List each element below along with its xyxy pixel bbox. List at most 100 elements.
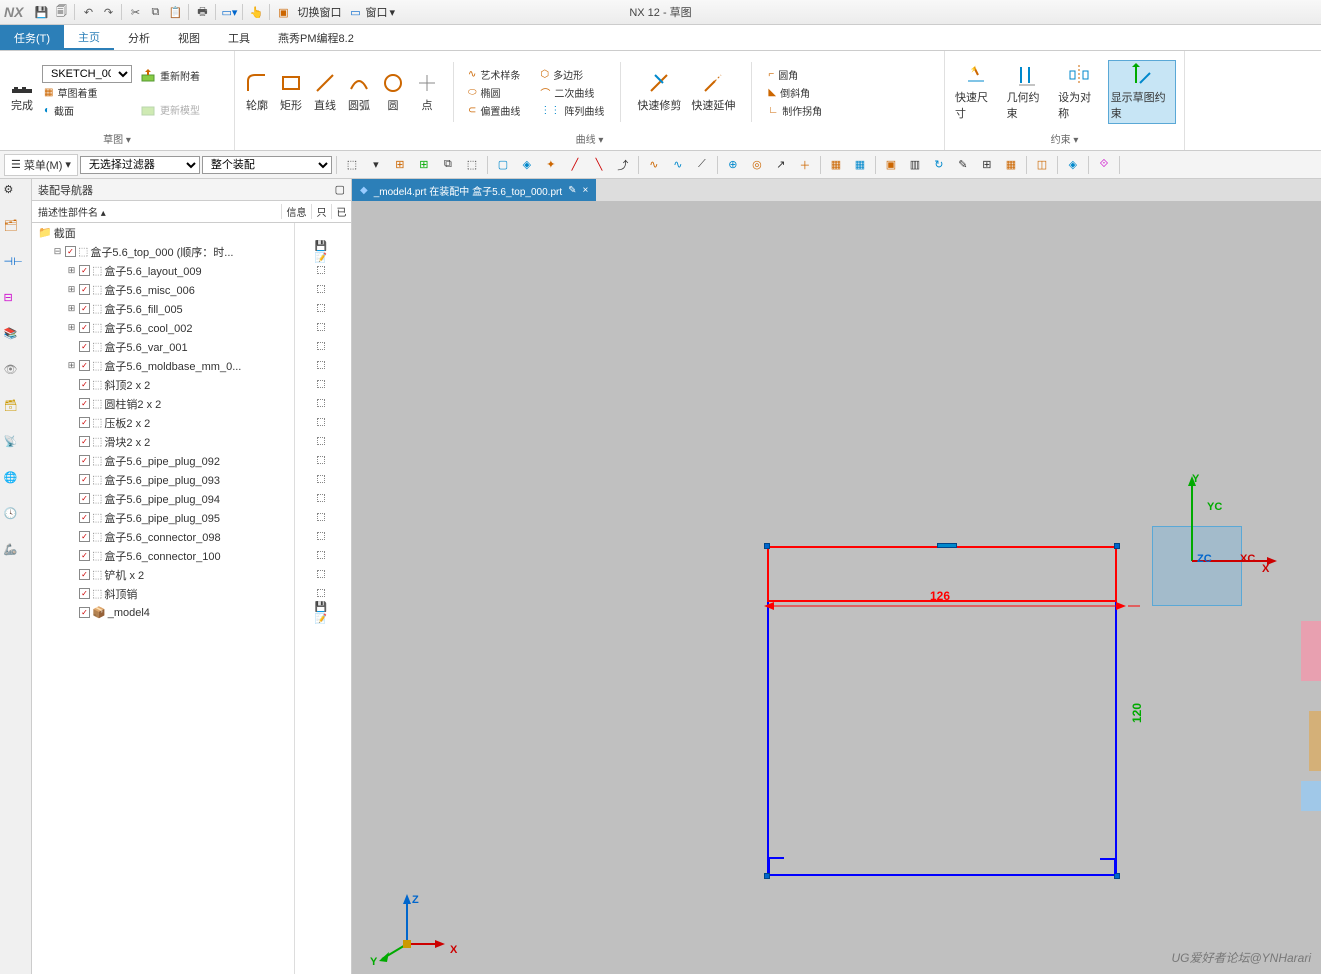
save-icon[interactable]: 💾 bbox=[32, 3, 50, 21]
tb-3[interactable]: ⊞ bbox=[389, 154, 411, 176]
circle-button[interactable]: 圆 bbox=[379, 69, 407, 115]
cut-icon[interactable]: ✂ bbox=[126, 3, 144, 21]
quick-extend-button[interactable]: 快速延伸 bbox=[689, 69, 737, 115]
selection-filter-dropdown[interactable]: 无选择过滤器 bbox=[80, 156, 200, 174]
doc-tab-1[interactable]: ◆ _model4.prt 在装配中 盒子5.6_top_000.prt ✎ × bbox=[352, 179, 596, 201]
tb-24[interactable]: ↻ bbox=[928, 154, 950, 176]
history-icon[interactable]: 🕓 bbox=[4, 507, 28, 531]
tb-16[interactable]: ⊕ bbox=[722, 154, 744, 176]
tree-item[interactable]: ⊞✓ ⬚ 盒子5.6_moldbase_mm_0... bbox=[32, 356, 351, 375]
tree-item[interactable]: ✓ ⬚ 盒子5.6_connector_100 bbox=[32, 546, 351, 565]
window-icon[interactable]: ▭ bbox=[346, 3, 364, 21]
dim-value-1[interactable]: 126 bbox=[930, 589, 950, 603]
menu-button[interactable]: ☰ 菜单(M) ▾ bbox=[4, 154, 78, 176]
tb-12[interactable]: ⤴ bbox=[612, 154, 634, 176]
tree-item[interactable]: ✓ ⬚ 盒子5.6_pipe_plug_093 bbox=[32, 470, 351, 489]
tree-item[interactable]: ✓ 📦 _model4💾 📝 bbox=[32, 603, 351, 622]
tb-11[interactable]: ╲ bbox=[588, 154, 610, 176]
nav-constraint-icon[interactable]: ⊣⊢ bbox=[4, 255, 28, 279]
print-icon[interactable]: 🖶 bbox=[193, 3, 211, 21]
tb-17[interactable]: ◎ bbox=[746, 154, 768, 176]
tree-item[interactable]: ✓ ⬚ 斜顶2 x 2 bbox=[32, 375, 351, 394]
fillet-button[interactable]: ⌐圆角 bbox=[766, 66, 824, 83]
rapid-dim-button[interactable]: ⚡快速尺寸 bbox=[953, 61, 999, 123]
tb-23[interactable]: ▥ bbox=[904, 154, 926, 176]
tb-18[interactable]: ↗ bbox=[770, 154, 792, 176]
tb-14[interactable]: ∿ bbox=[667, 154, 689, 176]
broadcast-icon[interactable]: 📡 bbox=[4, 435, 28, 459]
tb-2[interactable]: ▾ bbox=[365, 154, 387, 176]
eye-icon[interactable]: 👁 bbox=[4, 363, 28, 387]
tb-28[interactable]: ◫ bbox=[1031, 154, 1053, 176]
tree-item[interactable]: ✓ ⬚ 铲机 x 2 bbox=[32, 565, 351, 584]
tree-item[interactable]: ⊞✓ ⬚ 盒子5.6_cool_002 bbox=[32, 318, 351, 337]
tab-home[interactable]: 主页 bbox=[64, 25, 114, 50]
tb-1[interactable]: ⬚ bbox=[341, 154, 363, 176]
tb-9[interactable]: ✦ bbox=[540, 154, 562, 176]
tb-10[interactable]: ╱ bbox=[564, 154, 586, 176]
chamfer-button[interactable]: ◣倒斜角 bbox=[766, 84, 824, 101]
scope-dropdown[interactable]: 整个装配 bbox=[202, 156, 332, 174]
tree-root[interactable]: 📁 截面 bbox=[32, 223, 351, 242]
sketch-layer-button[interactable]: ▦草图着重 bbox=[42, 84, 132, 101]
finish-sketch-button[interactable]: 完成 bbox=[8, 69, 36, 115]
tree-item[interactable]: ✓ ⬚ 盒子5.6_connector_098 bbox=[32, 527, 351, 546]
tree-item[interactable]: ✓ ⬚ 盒子5.6_pipe_plug_095 bbox=[32, 508, 351, 527]
tree-item[interactable]: ✓ ⬚ 斜顶销 bbox=[32, 584, 351, 603]
nav-pin-icon[interactable]: ▢ bbox=[335, 183, 345, 196]
tree-item[interactable]: ✓ ⬚ 压板2 x 2 bbox=[32, 413, 351, 432]
layer-icon[interactable]: ▭▾ bbox=[220, 3, 238, 21]
tb-26[interactable]: ⊞ bbox=[976, 154, 998, 176]
tb-27[interactable]: ▦ bbox=[1000, 154, 1022, 176]
tb-7[interactable]: ▢ bbox=[492, 154, 514, 176]
tb-22[interactable]: ▣ bbox=[880, 154, 902, 176]
tb-5[interactable]: ⧉ bbox=[437, 154, 459, 176]
tab-close-icon[interactable]: × bbox=[583, 185, 589, 196]
section-button[interactable]: ◐截面 bbox=[42, 102, 132, 119]
show-constraints-button[interactable]: 显示草图约束 bbox=[1108, 60, 1176, 124]
ellipse-button[interactable]: ⬭椭圆 bbox=[466, 84, 522, 101]
make-corner-button[interactable]: ∟制作拐角 bbox=[766, 102, 824, 119]
pattern-curve-button[interactable]: ⋮⋮阵列曲线 bbox=[538, 102, 606, 119]
paste-icon[interactable]: 📋 bbox=[166, 3, 184, 21]
tree-item[interactable]: ✓ ⬚ 盒子5.6_pipe_plug_094 bbox=[32, 489, 351, 508]
nav-assembly-icon[interactable]: 🗂 bbox=[4, 219, 28, 243]
tb-8[interactable]: ◈ bbox=[516, 154, 538, 176]
offset-curve-button[interactable]: ⊂偏置曲线 bbox=[466, 102, 522, 119]
switch-window-label[interactable]: 切换窗口 bbox=[297, 4, 341, 20]
robot-icon[interactable]: 🦾 bbox=[4, 543, 28, 567]
polygon-button[interactable]: ⬡多边形 bbox=[538, 66, 606, 83]
tree-item[interactable]: ⊞✓ ⬚ 盒子5.6_misc_006 bbox=[32, 280, 351, 299]
sketch-name-dropdown[interactable]: SKETCH_000 bbox=[42, 65, 132, 83]
tree-item[interactable]: ✓ ⬚ 盒子5.6_var_001 bbox=[32, 337, 351, 356]
layers-icon[interactable]: 🗃 bbox=[4, 399, 28, 423]
tb-29[interactable]: ◈ bbox=[1062, 154, 1084, 176]
tree-item[interactable]: ✓ ⬚ 盒子5.6_pipe_plug_092 bbox=[32, 451, 351, 470]
saveall-icon[interactable]: 🗐 bbox=[52, 3, 70, 21]
rectangle-button[interactable]: 矩形 bbox=[277, 69, 305, 115]
tb-4[interactable]: ⊞ bbox=[413, 154, 435, 176]
tab-task[interactable]: 任务(T) bbox=[0, 25, 64, 50]
profile-button[interactable]: 轮廓 bbox=[243, 69, 271, 115]
tab-analysis[interactable]: 分析 bbox=[114, 25, 164, 50]
tab-tools[interactable]: 工具 bbox=[214, 25, 264, 50]
canvas[interactable]: 126 120 Y YC XC X ZC bbox=[352, 201, 1321, 974]
update-model-button[interactable]: 更新模型 bbox=[138, 100, 202, 118]
window-label[interactable]: 窗口 bbox=[365, 4, 387, 20]
undo-icon[interactable]: ↶ bbox=[79, 3, 97, 21]
tree-item[interactable]: ✓ ⬚ 滑块2 x 2 bbox=[32, 432, 351, 451]
tree-item[interactable]: ⊟✓ ⬚ 盒子5.6_top_000 (顺序：时...💾 📝 bbox=[32, 242, 351, 261]
quick-trim-button[interactable]: 快速修剪 bbox=[635, 69, 683, 115]
line-button[interactable]: 直线 bbox=[311, 69, 339, 115]
tree-item[interactable]: ✓ ⬚ 圆柱销2 x 2 bbox=[32, 394, 351, 413]
arc-button[interactable]: 圆弧 bbox=[345, 69, 373, 115]
touch-icon[interactable]: 👆 bbox=[247, 3, 265, 21]
tb-15[interactable]: ⟋ bbox=[691, 154, 713, 176]
dim-value-2[interactable]: 120 bbox=[1130, 703, 1144, 723]
tb-25[interactable]: ✎ bbox=[952, 154, 974, 176]
tb-13[interactable]: ∿ bbox=[643, 154, 665, 176]
make-sym-button[interactable]: 设为对称 bbox=[1056, 61, 1102, 123]
point-button[interactable]: 点 bbox=[413, 69, 441, 115]
gear-icon[interactable]: ⚙ bbox=[4, 183, 28, 207]
nav-tree[interactable]: 📁 截面 ⊟✓ ⬚ 盒子5.6_top_000 (顺序：时...💾 📝 ⊞✓ ⬚ … bbox=[32, 223, 351, 974]
